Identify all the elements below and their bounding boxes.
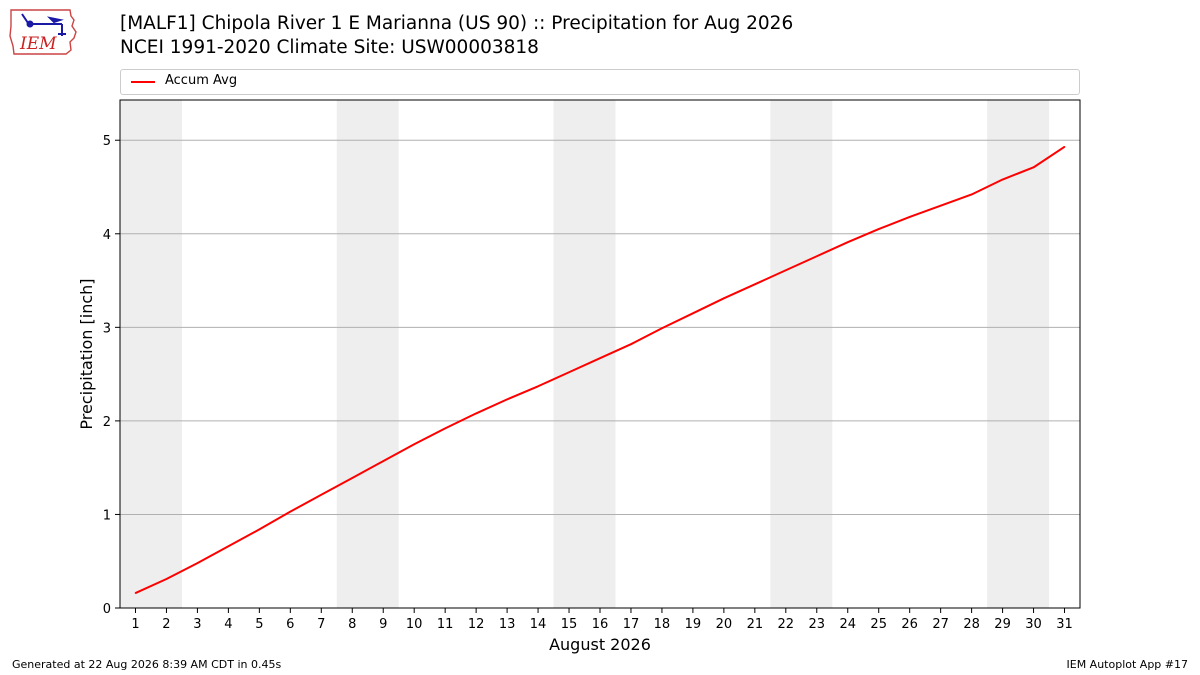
data-point (227, 545, 230, 548)
weekend-band (336, 100, 399, 608)
x-tick-label: 9 (379, 617, 387, 632)
weekend-bands (120, 100, 1050, 608)
data-point (444, 427, 446, 430)
x-tick-label: 26 (901, 617, 918, 632)
x-tick-label: 2 (162, 617, 170, 632)
x-tick-label: 12 (468, 617, 485, 632)
data-point (970, 193, 973, 196)
data-point (846, 241, 849, 244)
weekend-band (120, 100, 182, 608)
x-tick-label: 30 (1025, 617, 1042, 632)
y-tick-label: 4 (103, 228, 111, 243)
app-credit: IEM Autoplot App #17 (1066, 658, 1189, 671)
x-tick-label: 31 (1056, 617, 1073, 632)
series-layer (134, 145, 1066, 594)
data-point (692, 312, 694, 315)
x-tick-label: 17 (623, 617, 640, 632)
data-point (939, 204, 942, 207)
x-tick-label: 14 (530, 617, 547, 632)
weather-station-icon (21, 13, 66, 36)
weekend-band (553, 100, 616, 608)
data-point (413, 443, 415, 446)
data-point (1032, 166, 1035, 169)
x-tick-label: 1 (131, 617, 139, 632)
x-tick-label: 15 (561, 617, 578, 632)
data-point (134, 592, 137, 594)
x-tick-label: 23 (809, 617, 826, 632)
x-tick-label: 3 (193, 617, 201, 632)
chart-subtitle: NCEI 1991-2020 Climate Site: USW00003818 (120, 37, 539, 58)
data-point (506, 398, 508, 401)
data-point (630, 343, 632, 345)
generated-timestamp: Generated at 22 Aug 2026 8:39 AM CDT in … (12, 658, 282, 671)
x-tick-label: 28 (963, 617, 980, 632)
data-point (258, 528, 261, 531)
x-tick-label: 7 (317, 617, 325, 632)
x-tick-label: 22 (778, 617, 795, 632)
x-tick-label: 19 (685, 617, 702, 632)
chart-legend: Accum Avg (120, 69, 1080, 95)
x-tick-label: 25 (870, 617, 887, 632)
x-tick-label: 18 (654, 617, 671, 632)
data-point (289, 510, 292, 513)
data-point (723, 297, 725, 300)
weekend-band (770, 100, 833, 608)
x-tick-label: 29 (994, 617, 1011, 632)
data-point (165, 578, 168, 580)
legend-label-accum-avg: Accum Avg (165, 73, 238, 88)
x-tick-label: 20 (716, 617, 733, 632)
y-tick-label: 3 (103, 321, 111, 336)
data-point (382, 460, 385, 462)
x-tick-label: 4 (224, 617, 232, 632)
chart-title: [MALF1] Chipola River 1 E Marianna (US 9… (120, 13, 794, 34)
data-point (661, 327, 663, 330)
y-tick-label: 5 (103, 134, 111, 149)
y-tick-label: 1 (103, 508, 111, 523)
x-tick-label: 27 (932, 617, 949, 632)
data-point (537, 385, 539, 388)
y-tick-label: 0 (103, 602, 111, 617)
data-point (320, 493, 323, 496)
data-point (1063, 145, 1066, 148)
x-tick-label: 10 (406, 617, 423, 632)
y-axis-label: Precipitation [inch] (77, 278, 96, 429)
data-point (908, 216, 911, 218)
data-point (877, 228, 880, 230)
x-tick-label: 24 (839, 617, 856, 632)
y-gridlines (120, 139, 1080, 515)
x-tick-label: 16 (592, 617, 609, 632)
data-point (196, 562, 199, 564)
data-point (568, 371, 570, 374)
x-tick-label: 8 (348, 617, 356, 632)
y-axis: 0 1 2 3 4 5 (103, 134, 120, 617)
x-tick-label: 21 (747, 617, 764, 632)
weekend-band (987, 100, 1050, 608)
x-tick-label: 5 (255, 617, 263, 632)
data-point (785, 269, 787, 272)
x-tick-label: 6 (286, 617, 294, 632)
iem-logo: IEM (9, 9, 77, 55)
x-tick-label: 13 (499, 617, 516, 632)
x-axis-label: August 2026 (549, 635, 651, 654)
data-point (754, 283, 756, 286)
data-point (475, 412, 477, 415)
data-point (1001, 178, 1004, 181)
x-axis: 1 2 3 4 5 6 7 8 9 10 11 12 13 14 15 16 17 18 19 20 21 22 23 24 2… (131, 608, 1073, 632)
data-point (599, 357, 601, 360)
legend-swatch-accum-avg (131, 81, 155, 83)
data-point (815, 255, 818, 258)
x-tick-label: 11 (437, 617, 454, 632)
logo-text: IEM (19, 34, 57, 54)
data-point (351, 477, 354, 479)
y-tick-label: 2 (103, 415, 111, 430)
